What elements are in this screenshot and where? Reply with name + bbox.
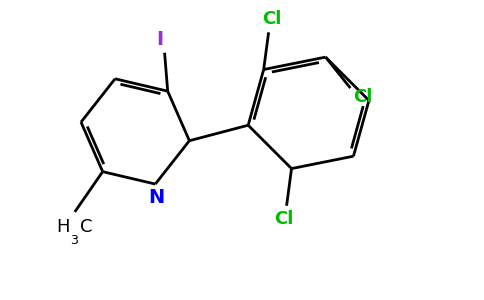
Text: I: I [156, 30, 163, 49]
Text: H: H [56, 218, 70, 236]
Text: C: C [80, 218, 92, 236]
Text: Cl: Cl [274, 210, 293, 228]
Text: 3: 3 [71, 234, 78, 247]
Text: Cl: Cl [262, 10, 281, 28]
Text: N: N [149, 188, 165, 207]
Text: Cl: Cl [353, 88, 372, 106]
